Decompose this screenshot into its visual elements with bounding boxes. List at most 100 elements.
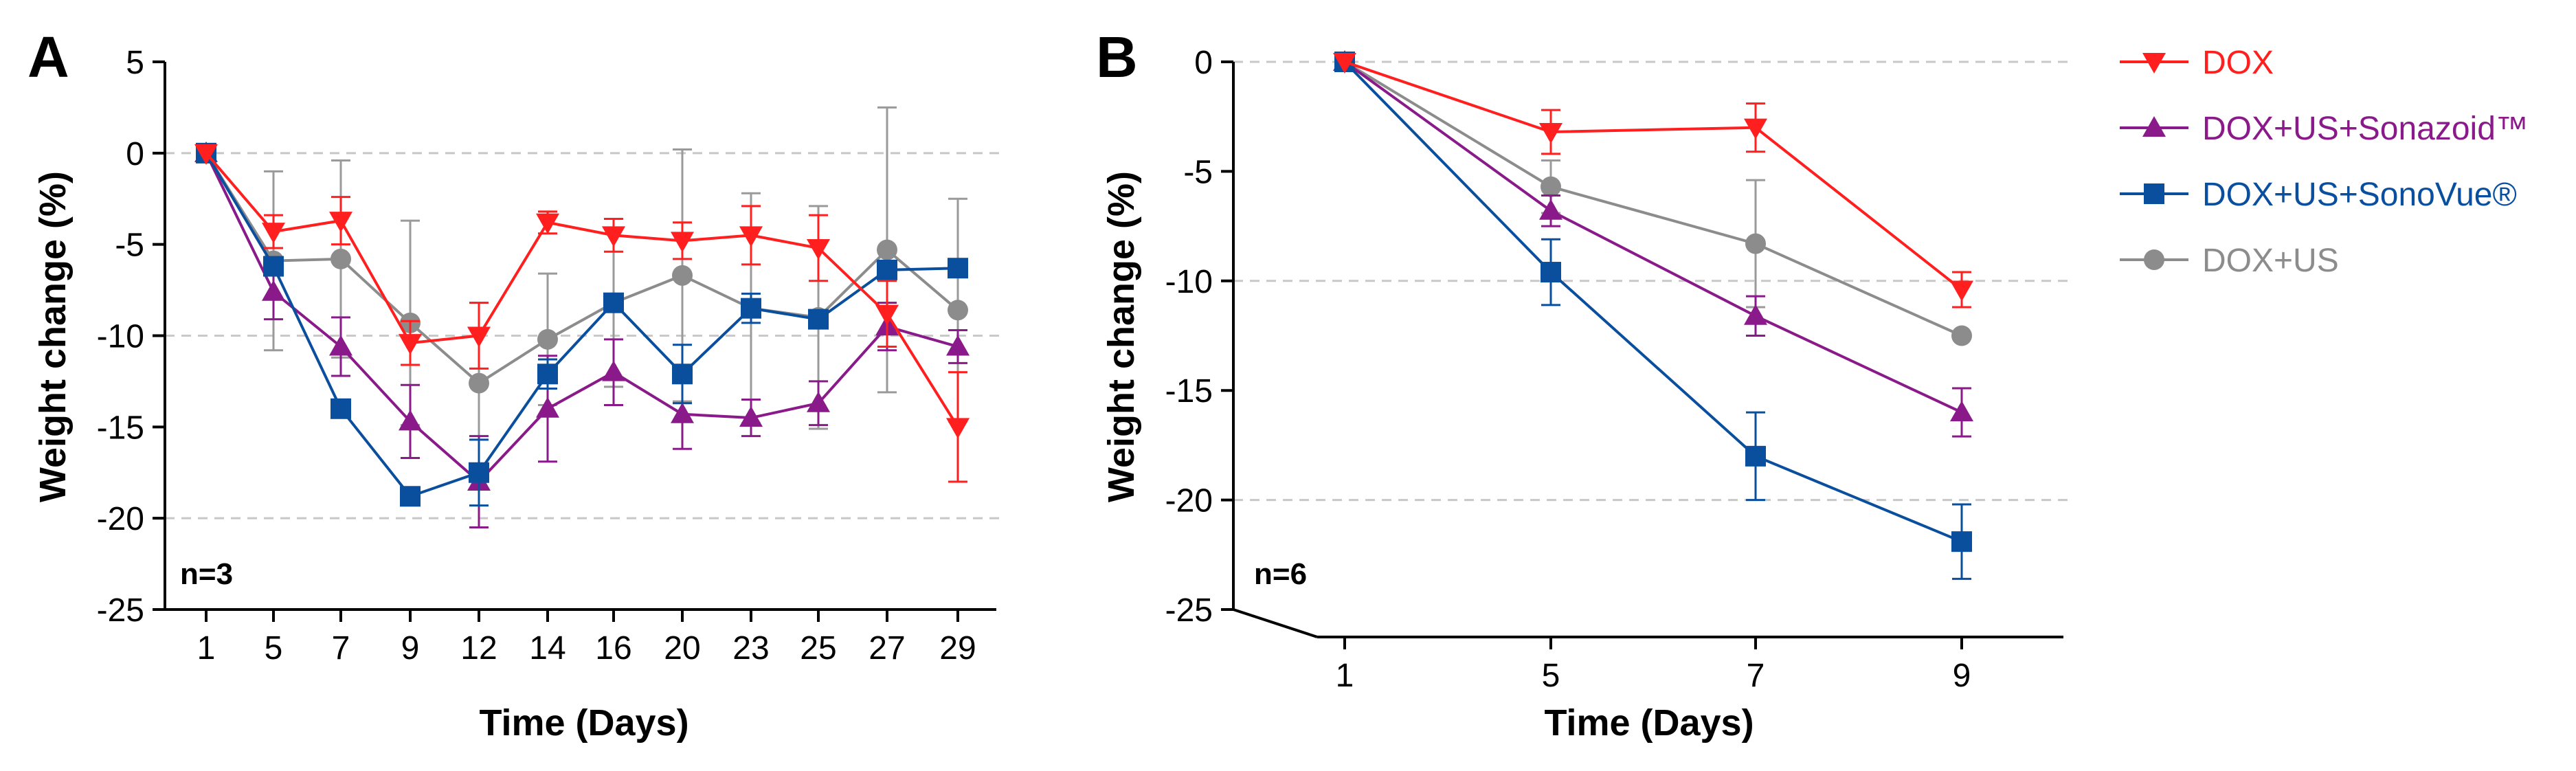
data-point: [808, 309, 829, 330]
x-tick-label: 5: [265, 630, 283, 667]
series-dox-us-sonazoid: [1333, 50, 1973, 438]
legend-item: DOX: [2120, 45, 2274, 81]
series-dox-us: [1334, 52, 1972, 346]
data-point: [467, 326, 491, 348]
panel-b: B 0 -5 -10 -15 -20 -25 1 5 7 9 Time (Days) Weight ch…: [1096, 25, 2070, 744]
y-tick-label: 5: [126, 45, 144, 81]
data-point: [469, 372, 489, 394]
y-tick-label: -20: [97, 501, 144, 537]
data-point: [536, 396, 559, 418]
legend-marker: [2144, 183, 2164, 204]
data-point: [877, 239, 897, 260]
data-point: [194, 144, 218, 165]
data-point: [739, 226, 763, 247]
x-tick-label: 29: [939, 630, 976, 667]
data-point: [329, 212, 352, 233]
data-point: [671, 232, 694, 253]
sample-size-label: n=3: [180, 557, 233, 591]
y-tick-label: -10: [1165, 264, 1213, 300]
data-point: [536, 213, 559, 234]
x-tick-label: 20: [664, 630, 700, 667]
x-tick-label: 9: [401, 630, 420, 667]
data-point: [1745, 233, 1766, 254]
data-point: [946, 418, 970, 439]
legend-item: DOX+US: [2120, 243, 2339, 279]
data-point: [537, 328, 558, 350]
legend-marker: [2144, 249, 2164, 270]
y-tick-label: -20: [1165, 483, 1213, 519]
series-line: [205, 152, 959, 484]
legend-item: DOX+US+Sonazoid™: [2120, 111, 2529, 147]
data-point: [1744, 118, 1767, 139]
data-point: [946, 335, 970, 356]
y-tick-label: -25: [1165, 592, 1213, 629]
data-point: [671, 402, 694, 423]
data-point: [1744, 304, 1767, 325]
data-point: [1541, 262, 1561, 283]
data-point: [807, 238, 830, 260]
data-point: [331, 398, 351, 419]
x-tick-label: 23: [732, 630, 769, 667]
x-tick-label: 1: [1336, 658, 1354, 694]
y-tick-label: -15: [97, 410, 144, 446]
y-tick-label: 0: [1194, 45, 1213, 81]
data-point: [1951, 325, 1972, 346]
x-tick-label: 7: [1747, 658, 1765, 694]
data-point: [1950, 401, 1973, 422]
data-point: [329, 335, 352, 356]
series-dox-us-sonazoid: [194, 141, 970, 528]
data-point: [399, 410, 422, 431]
series-dox-us: [196, 106, 968, 465]
data-point: [263, 256, 284, 277]
y-tick-label: -25: [97, 592, 144, 629]
data-point: [1539, 199, 1563, 220]
data-point: [262, 223, 285, 244]
data-point: [877, 259, 897, 280]
data-point: [672, 364, 693, 385]
data-point: [331, 248, 351, 269]
series-line: [1343, 60, 1962, 414]
data-point: [1951, 531, 1972, 552]
x-tick-label: 1: [197, 630, 216, 667]
legend-label: DOX+US+Sonazoid™: [2202, 111, 2529, 147]
data-point: [469, 462, 489, 483]
data-point: [537, 364, 558, 385]
axis-corner-line: [1233, 608, 1318, 638]
data-point: [1745, 445, 1766, 467]
legend-label: DOX+US+SonoVue®: [2202, 177, 2517, 213]
y-axis-title: Weight change (%): [1101, 171, 1142, 502]
panel-letter: B: [1096, 25, 1138, 89]
x-tick-label: 25: [800, 630, 836, 667]
x-tick-label: 7: [332, 630, 350, 667]
data-point: [602, 226, 625, 247]
series-line: [205, 152, 959, 498]
data-point: [603, 292, 624, 313]
x-tick-label: 16: [595, 630, 631, 667]
series-line: [1343, 60, 1962, 337]
series-line: [1343, 60, 1962, 544]
data-point: [399, 334, 422, 355]
y-tick-label: -5: [115, 227, 144, 264]
x-axis-title: Time (Days): [1544, 702, 1754, 744]
x-tick-label: 5: [1542, 658, 1560, 694]
y-tick-label: -10: [97, 319, 144, 355]
sample-size-label: n=6: [1254, 557, 1307, 591]
data-point: [948, 258, 968, 279]
series-line: [205, 152, 959, 386]
y-axis-title: Weight change (%): [32, 171, 74, 502]
y-tick-label: 0: [126, 136, 144, 172]
series-line: [1344, 60, 1963, 291]
data-point: [1333, 53, 1356, 74]
data-point: [875, 304, 899, 326]
legend-marker: [2142, 53, 2166, 74]
data-point: [400, 486, 421, 507]
data-point: [262, 280, 285, 301]
legend-item: DOX+US+SonoVue®: [2120, 177, 2517, 213]
data-point: [1539, 123, 1563, 144]
data-point: [948, 300, 968, 321]
data-point: [741, 298, 761, 319]
y-tick-label: -5: [1183, 154, 1213, 190]
x-tick-label: 9: [1953, 658, 1971, 694]
legend: DOX DOX+US+Sonazoid™ DOX+US+SonoVue® DOX+US: [2120, 45, 2529, 279]
series-dox-us-sonovue: [196, 142, 968, 507]
